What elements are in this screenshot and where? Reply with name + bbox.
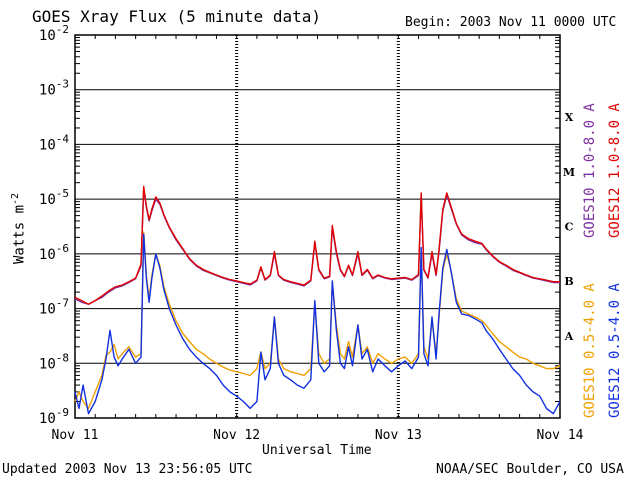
- flare-class-label: C: [565, 221, 574, 234]
- updated-timestamp: Updated 2003 Nov 13 23:56:05 UTC: [2, 462, 253, 477]
- legend-goes12-short: GOES12 0.5-4.0 A: [607, 283, 623, 418]
- y-axis-label: Watts m-2: [8, 193, 28, 264]
- plot-frame: [74, 34, 561, 419]
- flare-class-label: X: [565, 111, 574, 124]
- legend-goes12-long: GOES12 1.0-8.0 A: [607, 103, 623, 238]
- flare-class-label: B: [564, 275, 573, 288]
- y-tick-label: 10-8: [39, 351, 69, 372]
- series-line-1: [74, 185, 560, 305]
- y-axis-label-exponent: -2: [10, 192, 21, 205]
- y-tick-label: 10-3: [39, 78, 69, 99]
- x-tick-label: Nov 13: [375, 428, 422, 443]
- y-tick-label: 10-6: [39, 242, 69, 263]
- y-tick-label: 10-7: [39, 297, 69, 318]
- legend-goes10-short: GOES10 0.5-4.0 A: [582, 283, 598, 418]
- y-tick-label: 10-4: [39, 132, 69, 153]
- credit-text: NOAA/SEC Boulder, CO USA: [436, 462, 624, 477]
- series-line-3: [74, 233, 561, 415]
- y-axis-label-text: Watts m: [11, 204, 28, 264]
- begin-time: Begin: 2003 Nov 11 0000 UTC: [405, 15, 617, 30]
- x-tick-label: Nov 12: [213, 428, 260, 443]
- chart-title: GOES Xray Flux (5 minute data): [32, 7, 321, 26]
- y-tick-label: 10-9: [39, 406, 69, 427]
- flare-class-label: A: [564, 330, 574, 343]
- x-tick-label: Nov 11: [52, 428, 99, 443]
- x-axis-label: Universal Time: [262, 443, 372, 458]
- x-tick-label: Nov 14: [537, 428, 584, 443]
- y-tick-label: 10-5: [39, 187, 69, 208]
- flare-class-label: M: [563, 166, 575, 179]
- legend-goes10-long: GOES10 1.0-8.0 A: [582, 103, 598, 238]
- y-tick-label: 10-2: [39, 23, 69, 44]
